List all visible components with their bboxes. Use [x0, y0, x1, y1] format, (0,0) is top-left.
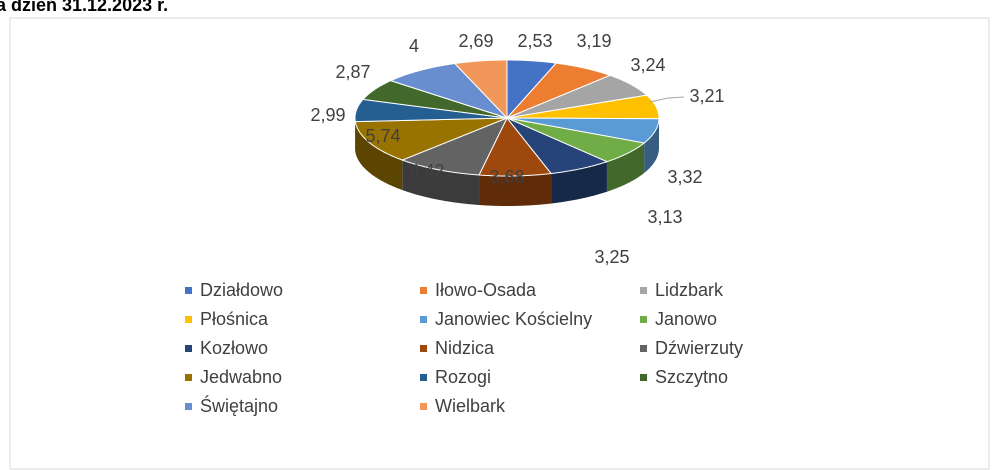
- data-labels: 2,53 3,19 3,24 3,21 3,32 3,13 3,25 3,68 4,42 5,74…: [310, 31, 724, 267]
- legend-marker: [640, 374, 647, 381]
- legend-label: Działdowo: [200, 280, 283, 300]
- legend-label: Jedwabno: [200, 367, 282, 387]
- legend-label: Kozłowo: [200, 338, 268, 358]
- slice: [453, 59, 508, 120]
- slice: [506, 94, 660, 120]
- data-label: 3,19: [576, 31, 611, 51]
- leader-line: [649, 96, 685, 103]
- legend-marker: [420, 287, 427, 294]
- slice-side: [551, 161, 607, 204]
- data-label: 3,32: [667, 167, 702, 187]
- legend-marker: [185, 316, 192, 323]
- pie: [354, 59, 660, 206]
- legend: Działdowo Iłowo-Osada Lidzbark Płośnica Jano…: [185, 280, 743, 416]
- data-label: 5,74: [365, 126, 400, 146]
- legend-label: Iłowo-Osada: [435, 280, 537, 300]
- legend-label: Wielbark: [435, 396, 506, 416]
- slice-side: [402, 160, 480, 206]
- data-label: 3,13: [647, 207, 682, 227]
- legend-marker: [185, 403, 192, 410]
- slice: [389, 62, 508, 119]
- data-label: 2,53: [517, 31, 552, 51]
- slice: [354, 98, 508, 123]
- slice: [506, 74, 648, 119]
- data-label: 3,25: [594, 247, 629, 267]
- legend-marker: [640, 287, 647, 294]
- legend-marker: [185, 345, 192, 352]
- legend-label: Rozogi: [435, 367, 491, 387]
- legend-label: Płośnica: [200, 309, 269, 329]
- legend-marker: [185, 287, 192, 294]
- legend-label: Janowo: [655, 309, 717, 329]
- legend-marker: [420, 403, 427, 410]
- slice: [506, 117, 646, 163]
- slice: [362, 80, 508, 119]
- slice: [506, 59, 558, 120]
- data-label: 3,68: [489, 167, 524, 187]
- legend-label: Lidzbark: [655, 280, 724, 300]
- slice: [506, 117, 660, 144]
- slice: [506, 117, 609, 175]
- slice-side: [606, 143, 645, 192]
- data-label: 3,24: [630, 55, 665, 75]
- data-label: 4,42: [409, 161, 444, 181]
- slice: [478, 117, 553, 177]
- slice: [506, 62, 612, 119]
- legend-label: Nidzica: [435, 338, 495, 358]
- legend-marker: [420, 374, 427, 381]
- slice-side: [355, 121, 403, 191]
- data-label: 4: [409, 36, 419, 56]
- legend-label: Dźwierzuty: [655, 338, 743, 358]
- slice-side: [479, 173, 552, 206]
- legend-label: Janowiec Kościelny: [435, 309, 592, 329]
- legend-marker: [640, 316, 647, 323]
- legend-marker: [420, 345, 427, 352]
- data-label: 2,69: [458, 31, 493, 51]
- data-label: 2,99: [310, 105, 345, 125]
- legend-marker: [640, 345, 647, 352]
- data-label: 3,21: [689, 86, 724, 106]
- slice-side: [644, 118, 659, 174]
- legend-marker: [420, 316, 427, 323]
- slice: [354, 117, 508, 161]
- legend-marker: [185, 374, 192, 381]
- slice: [400, 117, 509, 176]
- chart-title: a dzień 31.12.2023 r.: [0, 0, 168, 15]
- data-label: 2,87: [335, 62, 370, 82]
- legend-label: Szczytno: [655, 367, 728, 387]
- legend-label: Świętajno: [200, 395, 278, 416]
